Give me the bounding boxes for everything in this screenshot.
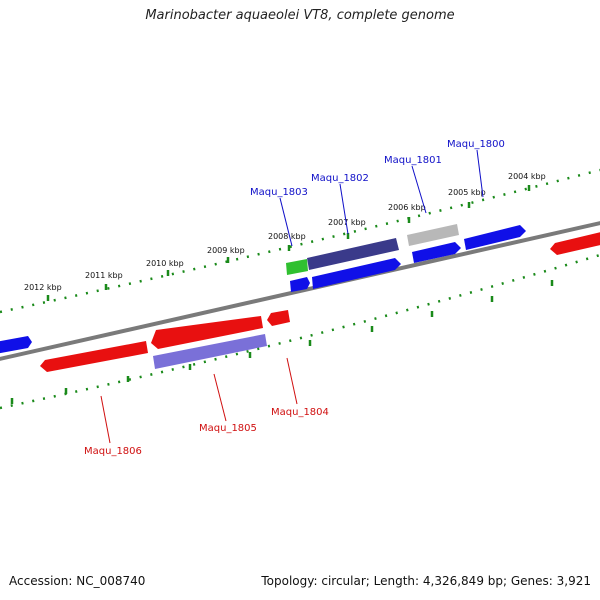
scale-label-2005: 2005 kbp [448, 188, 486, 197]
gene-arrow[interactable] [153, 334, 267, 369]
label-leaders [100, 149, 484, 444]
gene-arrow[interactable] [412, 242, 461, 263]
accession-text: Accession: NC_008740 [9, 574, 146, 588]
gene-arrow[interactable] [312, 258, 401, 289]
scale-label-2006: 2006 kbp [388, 203, 426, 212]
forward-genes [0, 224, 526, 354]
page-title: Marinobacter aquaeolei VT8, complete gen… [145, 8, 455, 23]
reverse-genes [40, 231, 600, 372]
gene-arrow[interactable] [290, 277, 310, 292]
scale-label-2011: 2011 kbp [85, 271, 123, 280]
gene-label-maqu-1805[interactable]: Maqu_1805 [199, 423, 257, 434]
gene-arrow[interactable] [407, 224, 459, 246]
gene-arrow[interactable] [550, 231, 600, 255]
scale-label-2009: 2009 kbp [207, 246, 245, 255]
scale-track-inner [0, 253, 600, 410]
scale-label-2010: 2010 kbp [146, 259, 184, 268]
scale-track-outer [0, 168, 600, 314]
gene-label-maqu-1804[interactable]: Maqu_1804 [271, 407, 329, 418]
gene-arrow[interactable] [0, 336, 32, 354]
gene-arrow[interactable] [464, 225, 526, 250]
gene-arrow[interactable] [286, 259, 308, 275]
gene-label-maqu-1801[interactable]: Maqu_1801 [384, 155, 442, 166]
scale-label-2008: 2008 kbp [268, 232, 306, 241]
gene-label-maqu-1806[interactable]: Maqu_1806 [84, 446, 142, 457]
scale-label-2007: 2007 kbp [328, 218, 366, 227]
genome-backbone [0, 221, 600, 361]
gene-label-maqu-1800[interactable]: Maqu_1800 [447, 139, 505, 150]
gene-label-maqu-1802[interactable]: Maqu_1802 [311, 173, 369, 184]
gene-arrow[interactable] [267, 310, 290, 326]
scale-label-2012: 2012 kbp [24, 283, 62, 292]
scale-label-2004: 2004 kbp [508, 172, 546, 181]
gene-label-maqu-1803[interactable]: Maqu_1803 [250, 187, 308, 198]
scale-ticks [10, 185, 554, 404]
gene-arrow[interactable] [307, 238, 399, 270]
gene-arrow[interactable] [151, 316, 263, 349]
gene-arrow[interactable] [40, 341, 148, 372]
topology-text: Topology: circular; Length: 4,326,849 bp… [261, 574, 591, 588]
